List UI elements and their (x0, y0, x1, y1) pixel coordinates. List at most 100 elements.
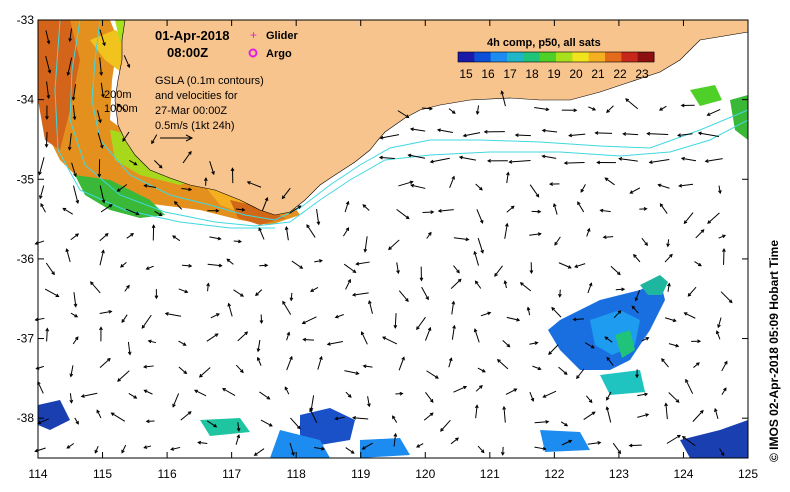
velocity-arrow-head (659, 203, 664, 208)
velocity-arrow (682, 436, 696, 447)
velocity-arrow-head (154, 295, 159, 300)
velocity-arrow (209, 161, 215, 175)
velocity-arrow (260, 419, 273, 427)
velocity-arrow (127, 341, 131, 355)
velocity-arrow (453, 265, 460, 274)
velocity-arrow-head (429, 106, 433, 111)
velocity-arrow (553, 203, 558, 215)
velocity-arrow (661, 358, 669, 368)
velocity-arrow-head (258, 227, 262, 232)
velocity-arrow-head (513, 388, 518, 392)
velocity-arrow (707, 108, 721, 116)
velocity-arrow (96, 110, 102, 123)
velocity-arrow (437, 129, 454, 133)
velocity-arrow (520, 282, 532, 292)
velocity-arrow-head (602, 235, 607, 240)
velocity-arrow (343, 263, 356, 273)
velocity-arrow (39, 185, 45, 199)
velocity-arrow (258, 227, 265, 240)
velocity-arrow-head (645, 337, 650, 341)
velocity-arrow-head (437, 208, 442, 213)
velocity-arrow-head (147, 339, 152, 344)
velocity-arrow (667, 283, 670, 292)
velocity-arrow (534, 107, 549, 111)
velocity-arrow-head (678, 183, 683, 188)
velocity-arrow-head (535, 193, 540, 198)
velocity-arrow (707, 212, 720, 224)
depth-label-200: 200m (104, 89, 132, 101)
velocity-arrow-head (197, 440, 202, 445)
velocity-arrow-head (99, 71, 104, 76)
velocity-arrow-head (101, 199, 106, 204)
velocity-arrow-head (685, 378, 689, 383)
velocity-arrow (254, 448, 265, 456)
velocity-arrow (206, 333, 219, 342)
velocity-arrow-head (240, 293, 244, 297)
velocity-arrow-head (430, 210, 435, 214)
velocity-arrow-head (363, 248, 368, 253)
velocity-arrow (209, 236, 221, 240)
velocity-arrow (586, 228, 590, 237)
velocity-arrow (637, 393, 648, 397)
y-axis-ticks: -33 -34 -35 -36 -37 -38 (17, 13, 748, 425)
velocity-arrow (388, 239, 400, 250)
velocity-arrow (81, 392, 98, 397)
velocity-arrow (716, 330, 721, 340)
velocity-arrow-head (625, 98, 630, 102)
velocity-arrow-head (133, 161, 138, 166)
velocity-arrow (129, 159, 137, 166)
velocity-arrow-head (318, 259, 323, 263)
velocity-arrow-head (405, 215, 410, 220)
velocity-arrow-head (465, 237, 470, 242)
velocity-arrow-head (576, 375, 580, 380)
velocity-arrow (143, 365, 154, 368)
colorbar-tick-label: 15 (459, 67, 473, 81)
velocity-arrow-head (108, 204, 113, 208)
velocity-arrow (504, 280, 507, 289)
velocity-arrow-head (55, 293, 60, 297)
velocity-arrow-head (697, 339, 702, 344)
velocity-arrow-head (264, 263, 269, 268)
velocity-arrow-head (282, 300, 286, 305)
velocity-arrow-head (724, 360, 728, 365)
date-label: 01-Apr-2018 (155, 28, 229, 43)
velocity-arrow-head (487, 311, 492, 316)
velocity-arrow (421, 286, 429, 300)
velocity-arrow-head (101, 93, 105, 98)
velocity-arrow (527, 307, 531, 316)
velocity-arrow-head (110, 412, 115, 416)
velocity-arrow (233, 240, 241, 243)
velocity-arrow (450, 279, 462, 289)
velocity-arrow (146, 265, 154, 270)
velocity-arrow (619, 158, 638, 162)
velocity-arrow (174, 201, 183, 210)
velocity-arrow-head (530, 397, 535, 402)
velocity-arrow-head (351, 292, 356, 297)
velocity-arrow (44, 288, 59, 297)
velocity-arrow-head (648, 160, 653, 164)
velocity-arrow (382, 336, 398, 345)
velocity-arrow-head (594, 131, 599, 135)
velocity-arrow (314, 447, 325, 450)
velocity-arrow-head (401, 356, 405, 361)
velocity-arrow-head (145, 419, 150, 424)
velocity-arrow-head (456, 269, 460, 274)
velocity-arrow (630, 187, 641, 194)
velocity-arrow (695, 229, 705, 239)
velocity-arrow (477, 445, 485, 453)
velocity-arrow-head (301, 320, 306, 325)
note-line-1: GSLA (0.1m contours) (155, 75, 264, 87)
velocity-arrow (70, 365, 74, 377)
velocity-arrow-head (451, 175, 455, 180)
velocity-arrow-head (145, 266, 150, 270)
velocity-arrow-head (284, 226, 289, 231)
velocity-arrow-head (73, 303, 78, 308)
velocity-arrow (352, 292, 369, 296)
velocity-arrow (529, 342, 538, 345)
velocity-arrow-head (573, 108, 578, 113)
velocity-arrow (210, 313, 220, 319)
velocity-arrow (395, 393, 403, 395)
velocity-arrow-head (309, 408, 313, 413)
velocity-arrow-head (46, 95, 51, 100)
velocity-arrow (683, 212, 694, 224)
